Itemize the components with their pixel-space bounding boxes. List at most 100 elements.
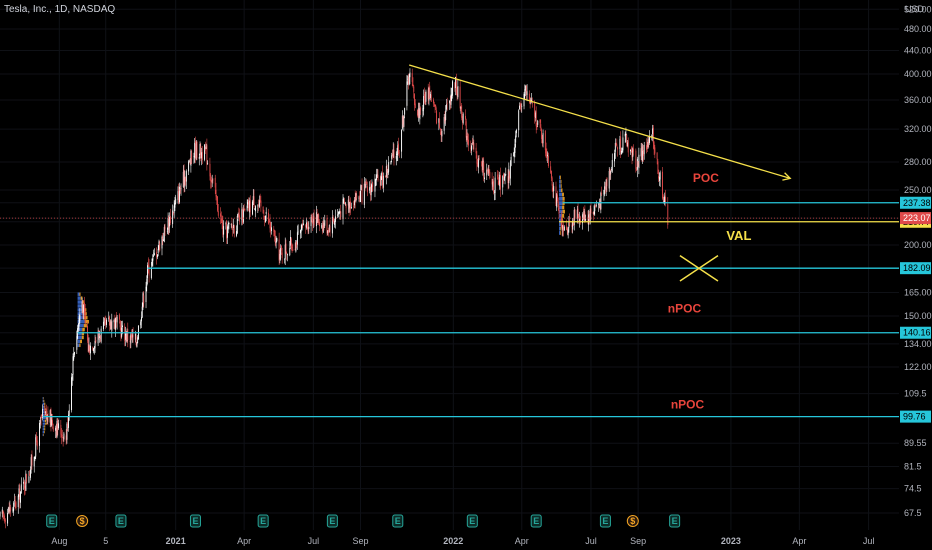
annotation-label[interactable]: POC: [693, 171, 719, 185]
dividend-marker[interactable]: [626, 515, 639, 527]
candle-body: [465, 121, 467, 138]
candle-body: [111, 320, 113, 331]
price-axis[interactable]: USD 67.5 74.5 81.5 89.55 109.5 122.00 134.00 150…: [900, 4, 932, 518]
candle-body: [337, 214, 339, 217]
candle-body: [66, 423, 68, 440]
candle-body: [12, 508, 14, 512]
candle-body: [231, 223, 233, 227]
candle-body: [640, 148, 642, 157]
trendline-group[interactable]: [409, 64, 792, 181]
earnings-marker[interactable]: [326, 514, 338, 528]
candle-body: [475, 147, 477, 154]
earnings-marker[interactable]: [46, 514, 58, 528]
candle-body: [89, 345, 91, 354]
earnings-marker[interactable]: [115, 514, 127, 528]
candle-body: [349, 201, 351, 208]
candle-body: [74, 351, 75, 355]
candle-body: [94, 340, 96, 349]
volume-profile-bar: [77, 296, 81, 300]
volume-profile-bar: [81, 335, 84, 340]
time-axis[interactable]: Aug 5 2021 Apr Jul Sep 2022 Apr Jul Sep 2023 Apr Jul: [51, 536, 874, 546]
time-tick-label: Apr: [237, 536, 251, 546]
candle-body: [557, 194, 558, 202]
annotation-label[interactable]: VAL: [726, 228, 751, 243]
candle-body: [76, 336, 78, 350]
candle-body: [356, 195, 358, 199]
candle-body: [290, 236, 291, 246]
candle-body: [355, 193, 357, 202]
volume-profile-bar: [82, 327, 85, 332]
candle-body: [450, 94, 452, 105]
candle-body: [280, 245, 282, 251]
horizontal-levels[interactable]: [0, 202, 899, 418]
candle-body: [210, 175, 212, 182]
candle-body: [173, 205, 175, 213]
volume-profile-bar: [77, 335, 82, 340]
candle-body: [579, 216, 581, 224]
earnings-marker[interactable]: [669, 514, 681, 528]
candle-body: [509, 165, 511, 179]
candle-body: [494, 177, 496, 193]
candle-body: [125, 335, 127, 341]
annotation-label[interactable]: nPOC: [671, 398, 705, 412]
candle-body: [3, 515, 5, 517]
earnings-marker[interactable]: [530, 514, 542, 528]
annotations[interactable]: POC VAL nPOC nPOC: [668, 171, 752, 412]
candle-body: [550, 170, 552, 179]
volume-profile-bar: [560, 179, 562, 184]
candle-body: [311, 216, 313, 221]
chart-title: Tesla, Inc., 1D, NASDAQ: [4, 4, 116, 15]
price-tag-label: 99.76: [903, 412, 926, 422]
earnings-marker[interactable]: [257, 514, 269, 528]
candle-body: [364, 184, 366, 188]
earnings-marker[interactable]: [392, 514, 404, 528]
candle-body: [159, 243, 161, 251]
candle-body: [141, 306, 143, 318]
candle-body: [503, 174, 504, 178]
candle-body: [489, 171, 491, 178]
candle-body: [487, 169, 489, 173]
candle-body: [419, 108, 421, 120]
candle-body: [308, 226, 310, 230]
candle-body: [387, 171, 389, 173]
candle-body: [452, 81, 453, 96]
candle-body: [26, 473, 28, 482]
candle-body: [643, 144, 645, 155]
annotation-label[interactable]: nPOC: [668, 302, 702, 316]
candle-body: [550, 166, 552, 173]
candle-body: [264, 221, 266, 222]
candle-body: [425, 91, 427, 102]
candle-body: [380, 176, 382, 186]
earnings-marker[interactable]: [466, 514, 478, 528]
candle-body: [271, 227, 272, 231]
candle-body: [496, 175, 498, 177]
candle-body: [137, 337, 139, 343]
price-tick-label: 89.55: [904, 438, 927, 448]
candle-body: [45, 411, 47, 413]
trendline[interactable]: [409, 64, 791, 180]
dividend-marker[interactable]: [76, 515, 89, 527]
candle-body: [391, 155, 393, 159]
candle-body: [175, 198, 177, 204]
event-markers[interactable]: E $ E E E E E E E E $ E: [46, 514, 681, 528]
candle-body: [561, 221, 563, 229]
earnings-marker[interactable]: [599, 514, 611, 528]
candle-body: [18, 488, 20, 497]
candle-body: [590, 208, 592, 214]
candle-body: [199, 144, 201, 155]
candle-body: [595, 204, 597, 207]
candle-body: [584, 212, 586, 223]
candle-body: [23, 481, 25, 484]
candle-body: [268, 212, 269, 224]
candle-body: [164, 226, 166, 230]
candle-body: [617, 147, 619, 150]
candle-body: [487, 169, 488, 171]
candle-body: [610, 171, 612, 174]
candle-body: [566, 228, 568, 234]
candle-body: [328, 229, 330, 234]
candle-body: [93, 348, 95, 352]
cross-mark-stroke[interactable]: [679, 255, 719, 282]
earnings-marker[interactable]: [189, 514, 201, 528]
candle-body: [63, 433, 65, 440]
